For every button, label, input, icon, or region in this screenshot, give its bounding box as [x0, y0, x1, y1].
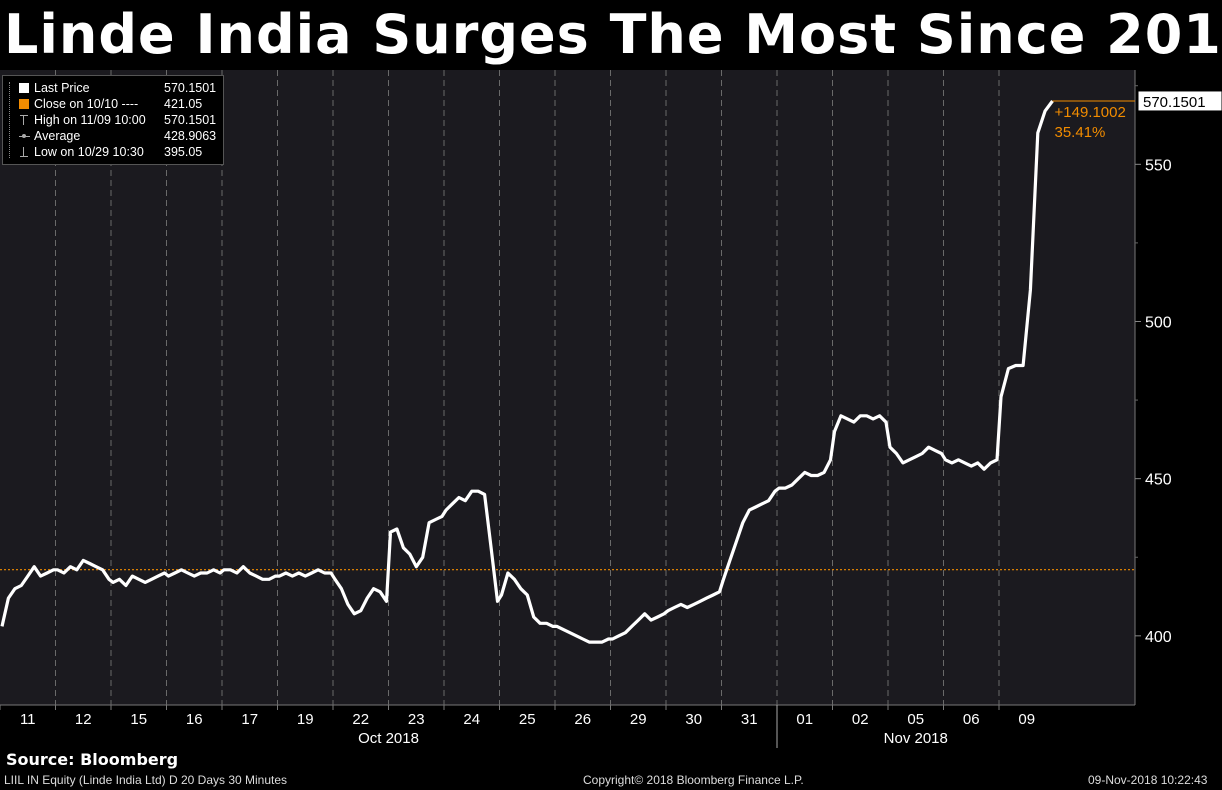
x-tick-label: 11 — [20, 711, 36, 728]
timestamp: 09-Nov-2018 10:22:43 — [1088, 773, 1208, 787]
x-tick-label: 24 — [463, 711, 480, 728]
x-tick-label: 06 — [963, 711, 980, 728]
legend-row-high: High on 11/09 10:00 570.1501 — [3, 112, 223, 128]
legend-label: Low on 10/29 10:30 — [34, 145, 144, 159]
legend-tree-line — [9, 82, 11, 158]
x-tick-label: 29 — [630, 711, 647, 728]
x-tick-label: 22 — [352, 711, 369, 728]
y-tick-label: 450 — [1145, 472, 1172, 489]
x-tick-label: 15 — [130, 711, 147, 728]
last-price-tag: 570.1501 — [1143, 94, 1206, 111]
legend-row-close: Close on 10/10 ---- 421.05 — [3, 96, 223, 112]
plot-area — [0, 70, 1135, 705]
y-tick-label: 500 — [1145, 314, 1172, 331]
legend-value: 395.05 — [164, 145, 203, 159]
x-tick-label: 17 — [241, 711, 258, 728]
source-label: Source: Bloomberg — [6, 750, 179, 769]
x-tick-label: 25 — [519, 711, 536, 728]
legend: Last Price 570.1501 Close on 10/10 ---- … — [2, 75, 224, 165]
y-axis: 400 450 500 550 — [1135, 85, 1172, 646]
legend-value: 570.1501 — [164, 113, 217, 127]
change-pct-label: 35.41% — [1055, 124, 1106, 141]
series-line-last-price — [0, 100, 1054, 644]
x-tick-label: 19 — [297, 711, 314, 728]
x-tick-label: 12 — [75, 711, 92, 728]
legend-value: 428.9063 — [164, 129, 217, 143]
x-tick-label: 05 — [907, 711, 924, 728]
legend-label: Last Price — [34, 81, 90, 95]
x-tick-label: 09 — [1018, 711, 1035, 728]
gridlines — [55, 70, 1000, 705]
x-tick-label: 16 — [186, 711, 203, 728]
legend-row-last-price: Last Price 570.1501 — [3, 80, 223, 96]
last-price-tag-bg — [1137, 90, 1222, 112]
legend-row-low: Low on 10/29 10:30 395.05 — [3, 144, 223, 160]
x-tick-label: 30 — [685, 711, 702, 728]
legend-swatch-white — [19, 83, 29, 93]
month-label: Oct 2018 — [358, 730, 419, 747]
x-axis: 11 12 15 16 17 19 22 23 24 25 26 29 30 31 01 02 05 06 09 Oc… — [0, 705, 1035, 748]
annotation-layer: 570.1501 +149.1002 35.41% — [1052, 90, 1222, 141]
x-tick-label: 31 — [741, 711, 758, 728]
legend-label: Close on 10/10 ---- — [34, 97, 139, 111]
change-abs-label: +149.1002 — [1055, 104, 1126, 121]
x-tick-label: 02 — [852, 711, 869, 728]
y-tick-label: 550 — [1145, 157, 1172, 174]
legend-value: 570.1501 — [164, 81, 217, 95]
low-marker-icon — [20, 147, 28, 157]
x-tick-label: 26 — [574, 711, 591, 728]
legend-row-average: Average 428.9063 — [3, 128, 223, 144]
legend-value: 421.05 — [164, 97, 203, 111]
y-tick-label: 400 — [1145, 629, 1172, 646]
x-tick-label: 01 — [796, 711, 813, 728]
average-marker-icon — [19, 131, 30, 141]
legend-swatch-orange — [19, 99, 29, 109]
copyright: Copyright© 2018 Bloomberg Finance L.P. — [583, 773, 804, 787]
month-label: Nov 2018 — [884, 730, 948, 747]
legend-label: High on 11/09 10:00 — [34, 113, 146, 127]
ticker-info: LIIL IN Equity (Linde India Ltd) D 20 Da… — [4, 773, 288, 787]
high-marker-icon — [20, 115, 28, 126]
series-layer — [0, 100, 1054, 644]
chart-title: Linde India Surges The Most Since 2013 — [4, 3, 1222, 66]
legend-label: Average — [34, 129, 81, 143]
x-tick-label: 23 — [408, 711, 425, 728]
